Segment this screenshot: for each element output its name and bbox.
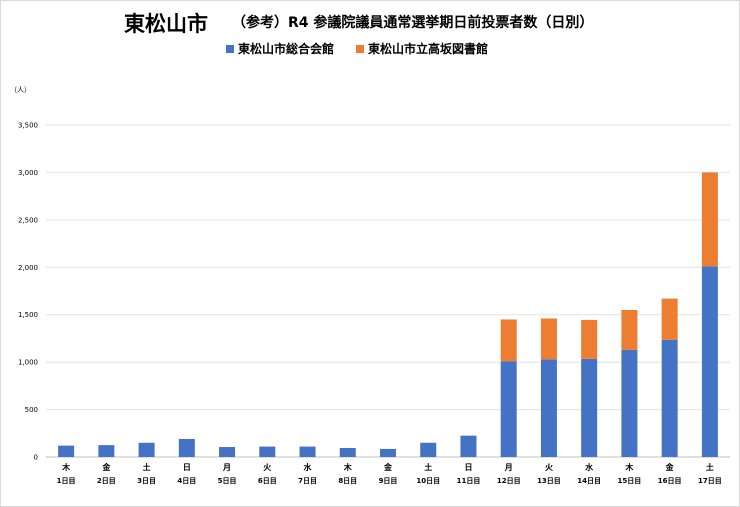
bar-series-2 [581, 319, 598, 359]
bar-series-2 [500, 319, 517, 362]
y-tick-label: 1,000 [18, 359, 38, 367]
x-tick-weekday: 土 [143, 462, 151, 472]
y-tick-label: 2,500 [18, 216, 38, 224]
y-tick-label: 2,000 [18, 264, 38, 272]
bar-series-1 [540, 359, 557, 457]
x-tick-label: 2日目 [97, 477, 116, 485]
bar-series-1 [259, 446, 276, 457]
bar-series-2 [621, 309, 638, 350]
x-tick-weekday: 木 [343, 462, 353, 472]
bar-series-1 [58, 445, 75, 457]
x-tick-label: 3日目 [137, 477, 156, 485]
x-tick-label: 7日目 [298, 477, 317, 485]
x-tick-label: 9日目 [379, 477, 398, 485]
bar-series-1 [380, 448, 396, 457]
bar-series-1 [661, 339, 678, 457]
bar-series-1 [701, 266, 718, 457]
x-tick-label: 13日目 [537, 477, 561, 485]
legend-item-series-2: 東松山市立高坂図書館 [356, 40, 488, 57]
x-tick-label: 5日目 [218, 477, 237, 485]
x-tick-weekday: 土 [706, 462, 714, 472]
legend-label-series-2: 東松山市立高坂図書館 [368, 42, 489, 56]
x-tick-weekday: 金 [665, 462, 675, 472]
y-tick-label: 1,500 [18, 311, 38, 319]
bar-series-2 [701, 172, 718, 267]
bar-series-1 [178, 438, 195, 457]
x-tick-weekday: 日 [183, 463, 191, 472]
y-axis-unit-label: （人） [10, 86, 31, 94]
bar-series-1 [621, 349, 638, 457]
bar-series-1 [138, 442, 155, 457]
x-tick-label: 12日目 [497, 477, 521, 485]
x-tick-label: 11日目 [457, 477, 481, 485]
x-tick-label: 16日目 [658, 477, 682, 485]
x-tick-weekday: 木 [61, 462, 71, 472]
legend-swatch-series-2 [356, 44, 365, 53]
y-tick-label: 3,500 [18, 122, 38, 130]
y-tick-label: 3,000 [18, 169, 38, 177]
bar-series-1 [98, 445, 115, 457]
x-tick-weekday: 月 [504, 463, 513, 472]
x-tick-weekday: 土 [424, 462, 432, 472]
x-tick-weekday: 金 [101, 462, 111, 472]
x-tick-weekday: 月 [222, 463, 231, 472]
bar-series-1 [460, 435, 477, 457]
x-tick-label: 15日目 [618, 477, 642, 485]
x-tick-weekday: 水 [584, 462, 594, 472]
x-tick-weekday: 火 [545, 463, 554, 472]
x-tick-weekday: 木 [624, 462, 634, 472]
x-tick-label: 14日目 [577, 477, 601, 485]
bar-series-2 [661, 298, 678, 340]
bar-series-1 [299, 446, 316, 457]
x-tick-label: 17日目 [698, 477, 722, 485]
bar-series-2 [540, 318, 557, 360]
x-tick-label: 8日目 [338, 477, 357, 485]
chart-title: （参考）R4 参議院議員通常選挙期日前投票者数（日別） [232, 15, 594, 31]
y-tick-label: 500 [25, 406, 38, 414]
legend-label-series-1: 東松山市総合会館 [238, 42, 335, 56]
y-tick-label: 0 [34, 454, 38, 462]
x-tick-weekday: 金 [383, 462, 393, 472]
bar-series-1 [581, 358, 598, 457]
legend: 東松山市総合会館 東松山市立高坂図書館 [226, 40, 488, 57]
bar-series-1 [219, 447, 236, 457]
x-tick-weekday: 日 [464, 463, 472, 472]
x-tick-label: 10日目 [416, 477, 440, 485]
legend-swatch-series-1 [226, 44, 234, 53]
x-tick-weekday: 火 [263, 463, 272, 472]
x-tick-label: 1日目 [57, 477, 76, 485]
legend-item-series-1: 東松山市総合会館 [226, 40, 334, 57]
x-tick-weekday: 水 [303, 462, 313, 472]
x-tick-label: 6日目 [258, 477, 277, 485]
bar-series-1 [339, 447, 356, 457]
bar-series-1 [500, 361, 517, 457]
chart-city-title: 東松山市 [124, 12, 208, 36]
bar-series-1 [420, 442, 437, 457]
x-tick-label: 4日目 [177, 477, 196, 485]
